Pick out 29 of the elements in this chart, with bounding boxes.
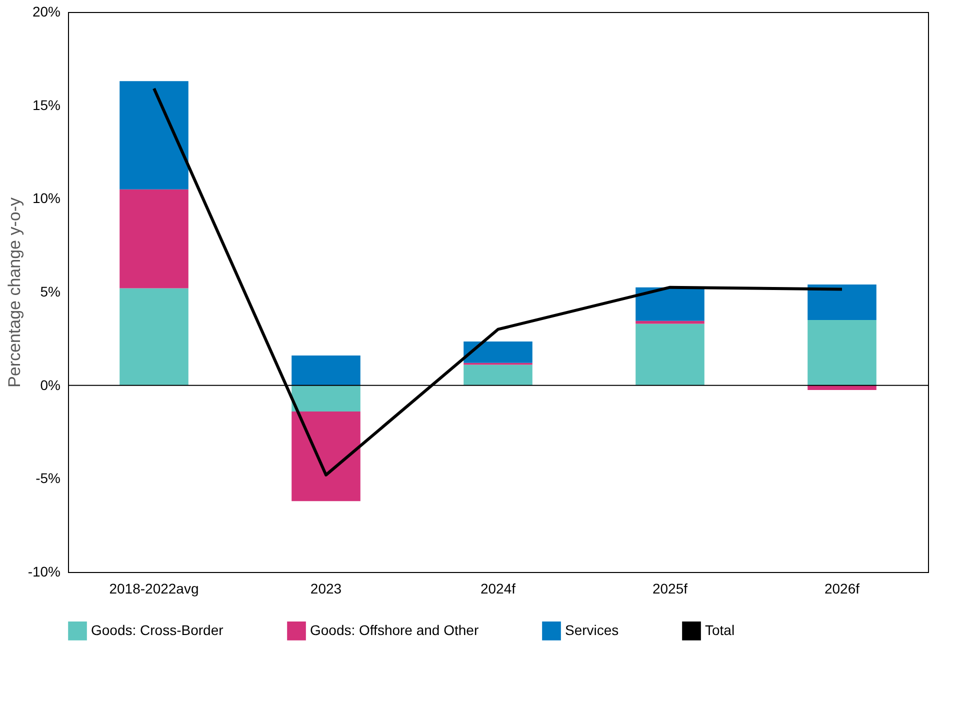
y-tick-label: 15%: [32, 96, 60, 113]
bar: [120, 189, 188, 288]
y-axis-title: Percentage change y-o-y: [4, 197, 24, 388]
bar: [808, 320, 876, 386]
x-tick-label: 2026f: [824, 580, 860, 596]
legend-label: Goods: Offshore and Other: [310, 622, 479, 638]
legend-label: Goods: Cross-Border: [91, 622, 224, 638]
bar: [464, 364, 532, 386]
bar: [120, 288, 188, 386]
x-tick-label: 2024f: [480, 580, 516, 596]
y-tick-label: 0%: [40, 376, 60, 393]
y-tick-label: 20%: [32, 4, 60, 20]
bar: [292, 385, 360, 412]
bar: [808, 284, 876, 320]
x-tick-label: 2025f: [652, 580, 688, 596]
bar: [292, 411, 360, 502]
x-tick-label: 2018-2022avg: [109, 580, 199, 596]
legend-label: Total: [705, 622, 735, 638]
y-tick-label: -5%: [36, 470, 60, 486]
y-tick-label: 5%: [40, 284, 60, 300]
bar: [464, 341, 532, 363]
x-tick-label: 2023: [310, 580, 342, 596]
bar: [636, 324, 704, 386]
bar: [120, 81, 188, 190]
bar: [292, 355, 360, 386]
y-tick-label: -10%: [28, 564, 60, 580]
y-tick-label: 10%: [32, 190, 60, 206]
legend-label: Services: [565, 622, 619, 638]
bar: [636, 287, 704, 321]
